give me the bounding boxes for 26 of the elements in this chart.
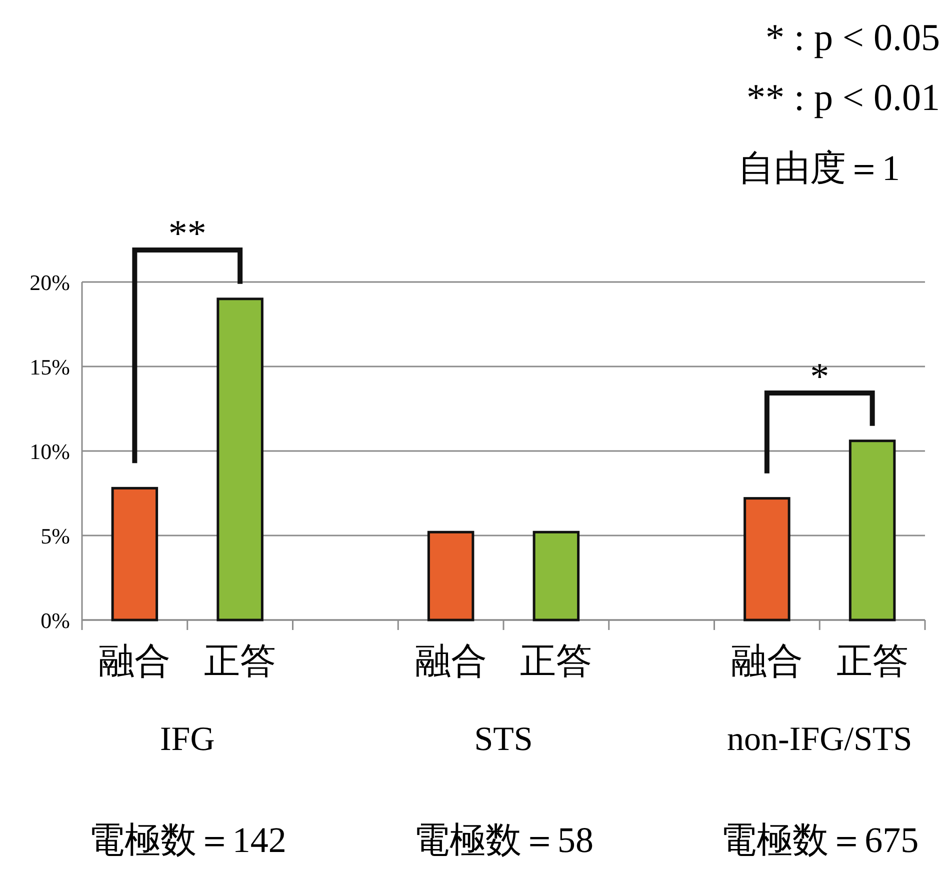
text: 電極数＝142: [88, 820, 286, 860]
annotation: *: [810, 356, 830, 398]
text: STS: [474, 721, 533, 758]
text: ** : p < 0.01: [746, 77, 940, 119]
y-tick-label: 10%: [30, 439, 70, 464]
y-tick-label: 15%: [30, 354, 70, 380]
text: IFG: [160, 721, 215, 758]
text: non-IFG/STS: [727, 721, 912, 758]
x-tick-label: 正答: [204, 641, 276, 681]
text: 電極数＝58: [414, 820, 594, 860]
x-tick-label: 正答: [520, 641, 592, 681]
y-tick-label: 20%: [30, 270, 70, 295]
bar: [744, 497, 790, 622]
x-tick-label: 融合: [98, 641, 171, 681]
x-tick-label: 融合: [414, 641, 487, 681]
bar: [427, 530, 474, 622]
text: **: [168, 213, 206, 255]
x-tick-label: 正答: [836, 641, 908, 681]
y-tick-label: 5%: [40, 524, 70, 548]
text: 電極数＝675: [720, 820, 919, 860]
x-tick-label: 融合: [730, 641, 803, 681]
text: * : p < 0.05: [766, 17, 940, 59]
text: 自由度＝1: [738, 148, 900, 188]
y-tick-label: 0%: [40, 608, 70, 633]
bar: [532, 530, 580, 622]
bar: [111, 486, 158, 622]
